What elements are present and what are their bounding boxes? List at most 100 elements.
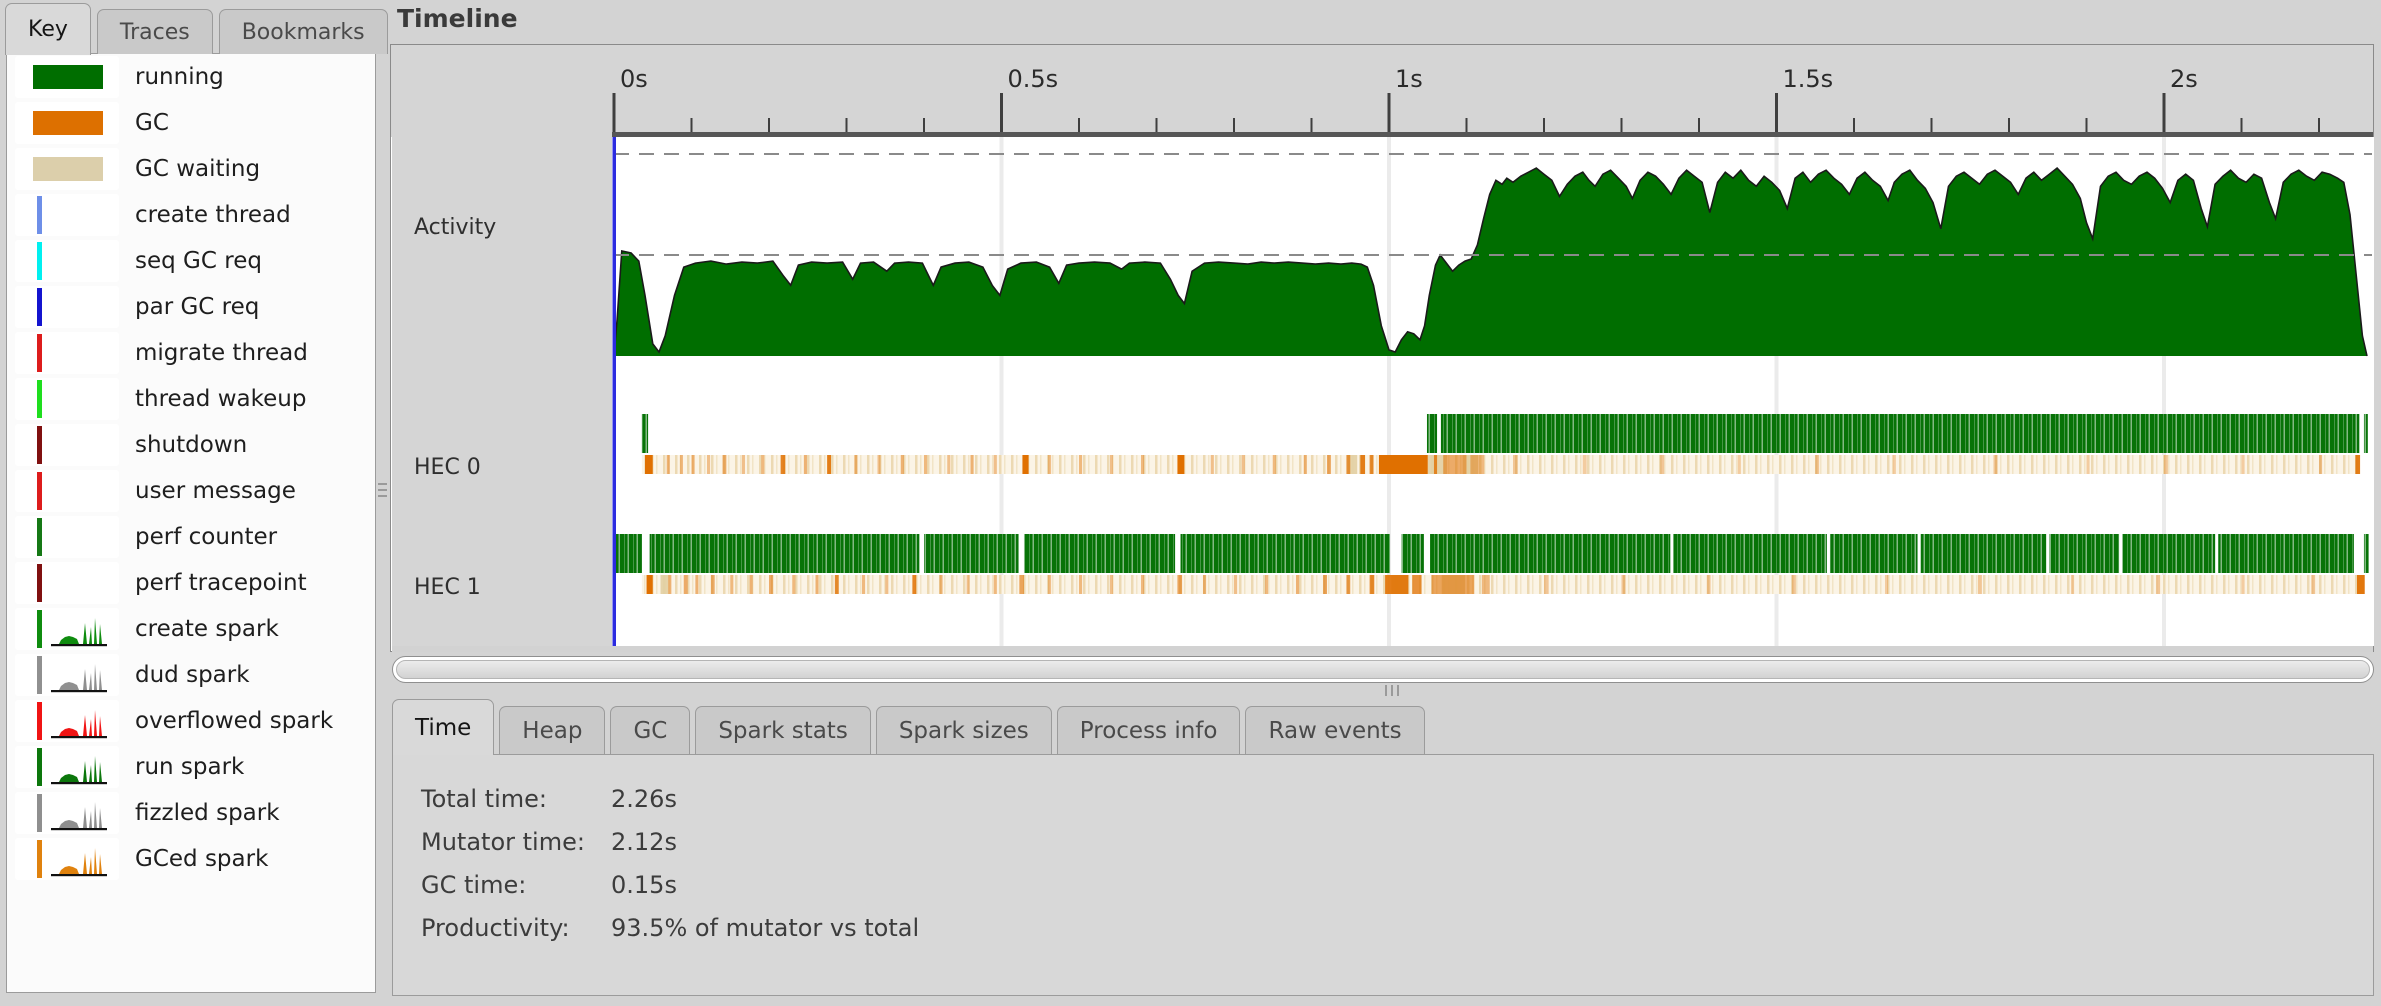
key-item-running[interactable]: running xyxy=(7,54,375,100)
gc-swatch-icon xyxy=(15,102,119,144)
svg-text:0.5s: 0.5s xyxy=(1008,65,1059,93)
stat-value: 2.12s xyxy=(611,827,677,856)
tab-time[interactable]: Time xyxy=(392,699,495,755)
timeline-title: Timeline xyxy=(397,4,518,33)
stat-value: 93.5% of mutator vs total xyxy=(611,913,920,942)
par-gc-req-swatch-icon xyxy=(15,286,119,328)
key-item-overflowed-spark[interactable]: overflowed spark xyxy=(7,698,375,744)
key-item-seq-gc-req[interactable]: seq GC req xyxy=(7,238,375,284)
key-item-shutdown[interactable]: shutdown xyxy=(7,422,375,468)
key-item-gc[interactable]: GC xyxy=(7,100,375,146)
create-spark-swatch-icon xyxy=(15,608,119,650)
timeline-cursor xyxy=(612,137,616,646)
svg-text:2s: 2s xyxy=(2170,65,2198,93)
create-thread-swatch-icon xyxy=(15,194,119,236)
svg-text:0s: 0s xyxy=(620,65,648,93)
key-item-run-spark[interactable]: run spark xyxy=(7,744,375,790)
thread-wakeup-swatch-icon xyxy=(15,378,119,420)
key-item-label: dud spark xyxy=(135,662,250,688)
stat-label: Mutator time: xyxy=(421,827,585,856)
key-item-label: migrate thread xyxy=(135,340,308,366)
key-item-label: shutdown xyxy=(135,432,248,458)
timeline-bottom-strip xyxy=(392,646,2373,652)
key-item-create-thread[interactable]: create thread xyxy=(7,192,375,238)
timeline-panel: 0s 0.5s 1s 1.5s 2s Activity HEC 0 HEC 1 xyxy=(390,44,2374,652)
tab-spark-stats[interactable]: Spark stats xyxy=(695,706,871,754)
key-item-label: perf tracepoint xyxy=(135,570,307,596)
timeline-ruler[interactable]: 0s 0.5s 1s 1.5s 2s xyxy=(391,45,2373,137)
stat-value: 0.15s xyxy=(611,870,677,899)
pane-splitter-vertical-grip[interactable] xyxy=(378,483,387,515)
key-item-label: par GC req xyxy=(135,294,260,320)
key-item-thread-wakeup[interactable]: thread wakeup xyxy=(7,376,375,422)
key-item-label: perf counter xyxy=(135,524,278,550)
key-item-create-spark[interactable]: create spark xyxy=(7,606,375,652)
key-item-gc-waiting[interactable]: GC waiting xyxy=(7,146,375,192)
tab-process-info[interactable]: Process info xyxy=(1056,706,1241,754)
svg-text:1.5s: 1.5s xyxy=(1783,65,1834,93)
timeline-plot[interactable] xyxy=(612,137,2374,646)
sidebar-tab-key[interactable]: Key xyxy=(5,3,91,55)
key-item-fizzled-spark[interactable]: fizzled spark xyxy=(7,790,375,836)
tab-gc[interactable]: GC xyxy=(610,706,691,754)
key-item-perf-counter[interactable]: perf counter xyxy=(7,514,375,560)
stat-row-gc-time: GC time: 0.15s xyxy=(421,863,2373,906)
timeline-row-label-gutter: Activity HEC 0 HEC 1 xyxy=(392,137,612,646)
stat-label: Total time: xyxy=(421,784,547,813)
hec0-trace-bar xyxy=(641,414,2368,474)
shutdown-swatch-icon xyxy=(15,424,119,466)
key-item-label: running xyxy=(135,64,224,90)
key-item-user-message[interactable]: user message xyxy=(7,468,375,514)
stat-row-mutator-time: Mutator time: 2.12s xyxy=(421,820,2373,863)
sidebar-tabs: Key Traces Bookmarks xyxy=(5,2,388,55)
time-stats: Total time: 2.26s Mutator time: 2.12s GC tim… xyxy=(421,777,2373,949)
sidebar-tab-bookmarks[interactable]: Bookmarks xyxy=(218,9,388,54)
gced-spark-swatch-icon xyxy=(15,838,119,880)
sidebar-tab-traces[interactable]: Traces xyxy=(96,9,213,54)
tab-spark-sizes[interactable]: Spark sizes xyxy=(875,706,1052,754)
key-item-gced-spark[interactable]: GCed spark xyxy=(7,836,375,882)
stat-label: Productivity: xyxy=(421,913,570,942)
stat-value: 2.26s xyxy=(611,784,677,813)
key-item-label: thread wakeup xyxy=(135,386,307,412)
key-item-label: create thread xyxy=(135,202,291,228)
perf-counter-swatch-icon xyxy=(15,516,119,558)
key-item-label: GC xyxy=(135,110,169,136)
stat-row-productivity: Productivity: 93.5% of mutator vs total xyxy=(421,906,2373,949)
pane-splitter-horizontal-grip[interactable] xyxy=(1385,685,1419,696)
tab-raw-events[interactable]: Raw events xyxy=(1245,706,1425,754)
key-item-label: overflowed spark xyxy=(135,708,334,734)
key-item-label: user message xyxy=(135,478,296,504)
gc-waiting-swatch-icon xyxy=(15,148,119,190)
running-swatch-icon xyxy=(15,56,119,98)
tab-heap[interactable]: Heap xyxy=(499,706,606,754)
key-item-label: GCed spark xyxy=(135,846,269,872)
key-item-par-gc-req[interactable]: par GC req xyxy=(7,284,375,330)
scrollbar-thumb[interactable] xyxy=(396,660,2370,679)
fizzled-spark-swatch-icon xyxy=(15,792,119,834)
key-item-label: run spark xyxy=(135,754,245,780)
seq-gc-req-swatch-icon xyxy=(15,240,119,282)
svg-text:1s: 1s xyxy=(1395,65,1423,93)
key-item-label: fizzled spark xyxy=(135,800,280,826)
overflowed-spark-swatch-icon xyxy=(15,700,119,742)
hec1-row-label: HEC 1 xyxy=(414,575,481,600)
key-item-perf-tracepoint[interactable]: perf tracepoint xyxy=(7,560,375,606)
migrate-thread-swatch-icon xyxy=(15,332,119,374)
timeline-scrollbar[interactable] xyxy=(392,656,2374,683)
stat-label: GC time: xyxy=(421,870,527,899)
hec1-trace-bar xyxy=(614,534,2369,594)
dud-spark-swatch-icon xyxy=(15,654,119,696)
key-item-migrate-thread[interactable]: migrate thread xyxy=(7,330,375,376)
key-item-dud-spark[interactable]: dud spark xyxy=(7,652,375,698)
key-item-label: GC waiting xyxy=(135,156,261,182)
key-item-label: create spark xyxy=(135,616,279,642)
key-item-label: seq GC req xyxy=(135,248,262,274)
activity-row-label: Activity xyxy=(414,215,497,240)
stat-row-total-time: Total time: 2.26s xyxy=(421,777,2373,820)
bottom-tabs: Time Heap GC Spark stats Spark sizes Process … xyxy=(392,698,1425,755)
key-list[interactable]: running GC GC waiting create thread seq GC r… xyxy=(6,53,376,993)
run-spark-swatch-icon xyxy=(15,746,119,788)
user-message-swatch-icon xyxy=(15,470,119,512)
